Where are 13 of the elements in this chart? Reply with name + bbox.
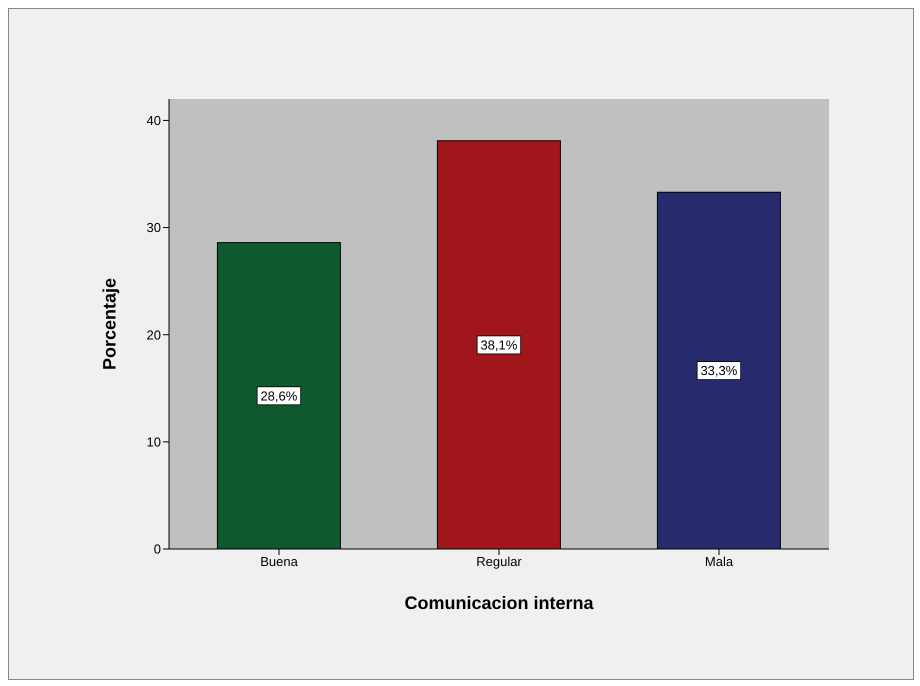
- y-tick-label: 0: [154, 542, 161, 557]
- x-tick-label: Regular: [476, 554, 522, 570]
- x-axis-title: Comunicacion interna: [404, 593, 594, 613]
- y-tick-label: 30: [146, 220, 161, 236]
- data-label: 33,3%: [700, 363, 738, 378]
- y-tick-label: 40: [146, 113, 161, 128]
- y-axis-title: Porcentaje: [99, 278, 120, 370]
- x-tick-label: Buena: [260, 554, 299, 570]
- data-label: 38,1%: [480, 337, 518, 352]
- data-label: 28,6%: [260, 388, 298, 404]
- y-tick-label: 20: [146, 327, 161, 342]
- y-tick-label: 10: [146, 434, 161, 450]
- x-tick-label: Mala: [704, 554, 734, 570]
